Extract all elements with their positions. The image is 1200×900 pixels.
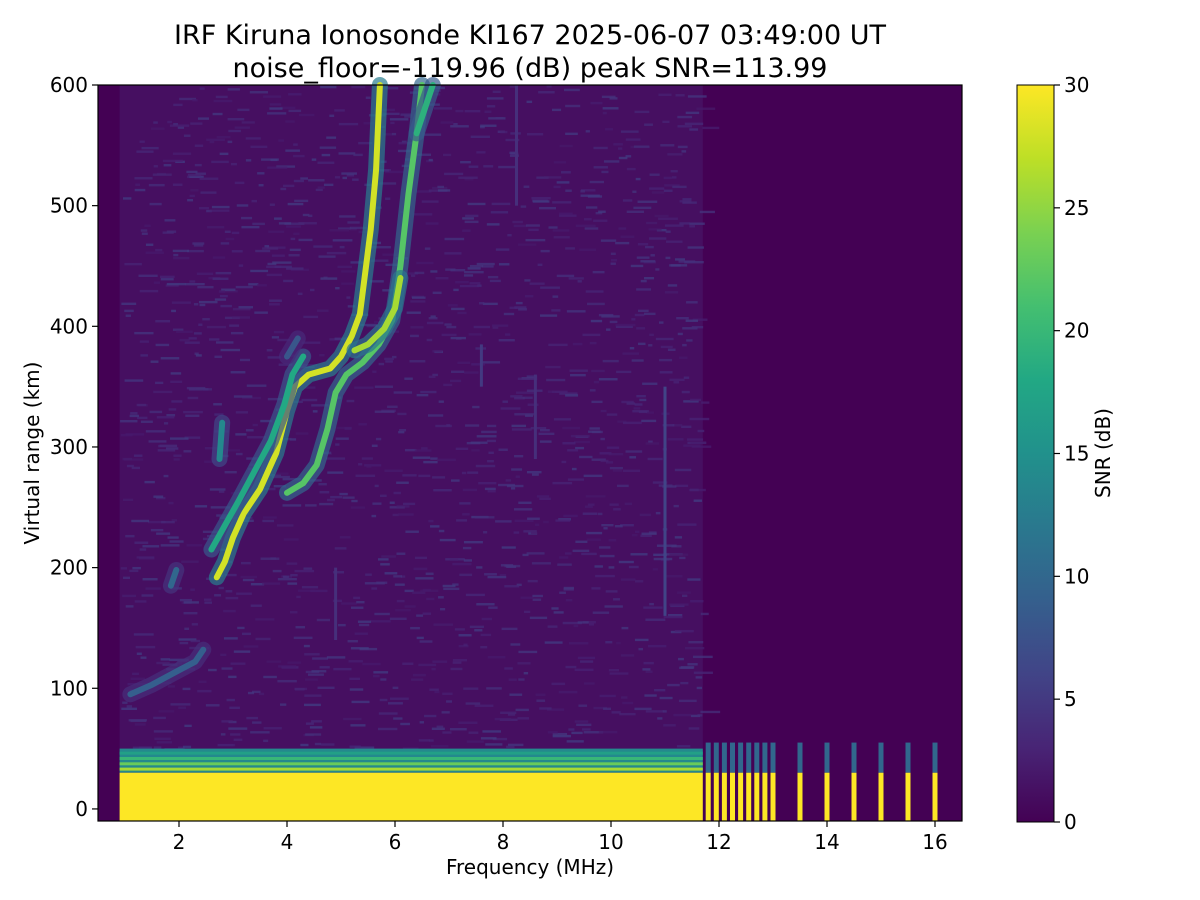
echo-trace (127, 646, 207, 698)
discrete-freq-bar (738, 772, 744, 821)
colorbar (1016, 84, 1055, 823)
echo-trace (167, 567, 180, 589)
discrete-freq-bar (721, 772, 727, 821)
x-axis: 2 4 6 8 10 12 14 16 (173, 821, 948, 854)
x-tick-label: 14 (814, 830, 839, 854)
colorbar-tick-label: 5 (1064, 687, 1077, 711)
discrete-freq-fringe (932, 742, 938, 773)
x-tick-label: 8 (497, 830, 510, 854)
colorbar-label: SNR (dB) (1091, 408, 1115, 498)
discrete-freq-fringe (797, 742, 803, 773)
y-tick-label: 400 (50, 314, 88, 338)
discrete-freq-bar (851, 772, 857, 821)
discrete-freq-fringe (770, 742, 776, 773)
x-tick-label: 4 (281, 830, 294, 854)
echo-trace (216, 419, 226, 462)
discrete-freq-bar (746, 772, 752, 821)
discrete-freq-fringe (713, 742, 719, 773)
spur-line (663, 386, 667, 616)
echo-trace (213, 82, 383, 581)
colorbar-tick-label: 0 (1064, 810, 1077, 834)
spur-line (334, 567, 338, 641)
echo-trace (208, 353, 307, 553)
discrete-freq-fringe (705, 742, 711, 773)
discrete-freq-fringe (762, 742, 768, 773)
discrete-freq-bar (770, 772, 776, 821)
x-axis-label: Frequency (MHz) (446, 855, 614, 879)
y-tick-label: 500 (50, 194, 88, 218)
discrete-freq-fringe (754, 742, 760, 773)
chart-title: IRF Kiruna Ionosonde KI167 2025-06-07 03… (174, 20, 887, 51)
discrete-freq-fringe (746, 742, 752, 773)
echo-trace (413, 82, 436, 137)
spur-line (515, 85, 518, 206)
discrete-freq-fringe (824, 742, 830, 773)
y-axis: 0 100 200 300 400 500 600 (50, 73, 98, 821)
echo-trace (284, 335, 301, 360)
chart-subtitle: noise_floor=-119.96 (dB) peak SNR=113.99 (233, 53, 828, 84)
discrete-freq-fringe (721, 742, 727, 773)
discrete-freq-fringe (878, 742, 884, 773)
discrete-freq-fringe (730, 742, 735, 773)
ground-clutter (119, 772, 703, 821)
colorbar-tick-label: 10 (1064, 564, 1089, 588)
y-tick-label: 200 (50, 556, 88, 580)
discrete-freq-bar (797, 772, 803, 821)
colorbar-tick-label: 25 (1064, 196, 1089, 220)
colorbar-tick-label: 30 (1064, 73, 1089, 97)
x-tick-label: 10 (598, 830, 623, 854)
colorbar-tick-label: 20 (1064, 319, 1089, 343)
colorbar-axis: 0 5 10 15 20 25 30 (1054, 73, 1089, 834)
discrete-freq-bar (730, 772, 735, 821)
y-tick-label: 600 (50, 73, 88, 97)
discrete-freq-bar (713, 772, 719, 821)
noise-speckle (120, 85, 721, 751)
colorbar-tick-label: 15 (1064, 442, 1089, 466)
spur-line (533, 374, 537, 460)
echo-trace (351, 275, 404, 354)
discrete-freq-bar (905, 772, 911, 821)
x-tick-label: 6 (389, 830, 402, 854)
discrete-freq-bar (754, 772, 760, 821)
y-tick-label: 0 (75, 797, 88, 821)
heatmap (98, 77, 962, 821)
y-tick-label: 300 (50, 435, 88, 459)
x-tick-label: 16 (922, 830, 947, 854)
echo-trace (284, 82, 425, 496)
discrete-freq-fringe (738, 742, 744, 773)
discrete-freq-fringe (905, 742, 911, 773)
plot-frame (97, 84, 963, 822)
discrete-freq-bar (932, 772, 938, 821)
x-tick-label: 12 (706, 830, 731, 854)
y-axis-label: Virtual range (km) (20, 362, 44, 545)
y-tick-label: 100 (50, 676, 88, 700)
spur-line (479, 344, 483, 387)
discrete-freq-bar (878, 772, 884, 821)
discrete-freq-fringe (851, 742, 857, 773)
discrete-freq-bar (824, 772, 830, 821)
discrete-freq-bar (762, 772, 768, 821)
discrete-freq-bar (705, 772, 711, 821)
x-tick-label: 2 (173, 830, 186, 854)
